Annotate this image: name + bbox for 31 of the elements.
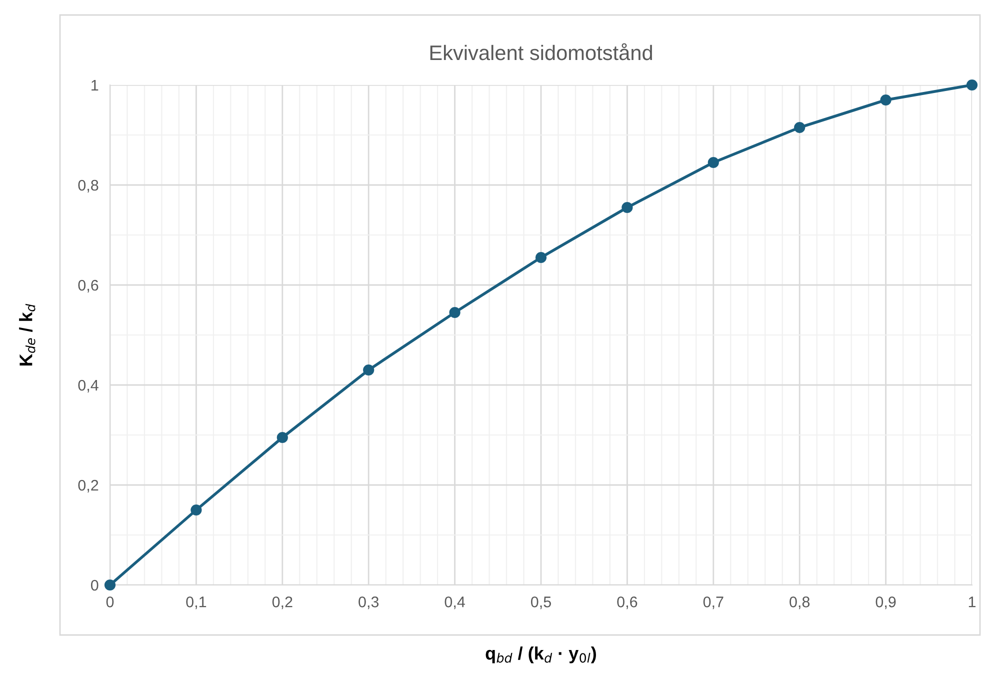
point xyxy=(190,504,202,516)
point xyxy=(880,94,892,106)
x-tick-label: 0,3 xyxy=(358,596,379,610)
y-tick-label: 0,4 xyxy=(78,380,98,392)
point xyxy=(535,252,547,264)
point xyxy=(966,79,978,91)
point xyxy=(794,122,806,134)
y-tick-label: 0 xyxy=(90,580,98,591)
point xyxy=(708,156,719,168)
x-tick-label: 0,9 xyxy=(876,596,896,610)
x-axis-title: q$_{bd}$ / (k$_{d}$ · y$_{0l}$) xyxy=(486,646,596,664)
x-tick-label: 0,1 xyxy=(186,596,206,610)
y-tick-label: 0,8 xyxy=(78,180,98,192)
point xyxy=(622,202,633,214)
y-axis-title: K$_{de}$ / k$_{d}$ xyxy=(19,304,36,366)
y-tick-label: 0,2 xyxy=(78,480,98,492)
x-tick-label: 0,8 xyxy=(790,596,810,610)
x-tick-label: 0 xyxy=(106,596,114,608)
chart-title: Ekvivalent sidomotstånd xyxy=(430,43,652,60)
x-tick-label: 0,6 xyxy=(617,596,638,610)
point xyxy=(104,579,116,591)
point xyxy=(276,432,288,444)
point xyxy=(363,364,374,376)
y-tick-label: 0,6 xyxy=(78,280,98,292)
x-tick-label: 0,2 xyxy=(272,596,292,610)
y-tick-label: 1 xyxy=(92,80,98,91)
x-tick-label: 0,5 xyxy=(530,596,551,610)
x-tick-label: 0,4 xyxy=(444,596,465,610)
x-tick-label: 0,7 xyxy=(703,596,724,610)
x-tick-label: 1 xyxy=(968,596,976,608)
point xyxy=(449,306,460,318)
